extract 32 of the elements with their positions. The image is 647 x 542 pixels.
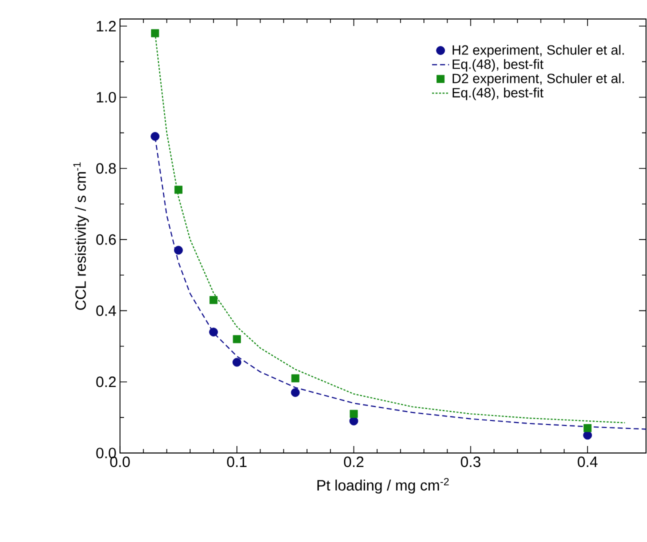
point [232,335,241,344]
y-axis-title: CCL resistivity / s cm$^{-1}$ [73,162,89,310]
point [583,430,592,440]
y-tick-label: 0.0 [96,448,116,458]
y-tick-label: 0.4 [96,305,116,316]
point [232,358,242,367]
point [174,186,182,194]
point [291,374,300,382]
legend-label: D2 experiment, Schuler et al. [452,73,624,86]
x-tick-label: 0.1 [227,456,247,468]
point [349,416,358,426]
legend-label: Eq.(48), best-fit [452,59,544,72]
x-tick-label: 0.3 [460,456,480,468]
point [350,410,358,418]
x-tick-label: 0.4 [578,456,598,468]
y-tick-label: 1.2 [96,20,116,32]
y-tick-label: 0.8 [96,163,116,174]
legend-label: Eq.(48), best-fit [452,88,544,100]
point [209,328,218,336]
x-tick-label: 0.0 [110,456,130,468]
point [584,424,592,432]
point [290,388,300,397]
point [210,296,218,304]
point [150,132,160,141]
x-tick-label: 0.2 [344,456,364,468]
y-tick-label: 0.6 [96,234,116,245]
y-tick-label: 1.0 [96,92,116,103]
point [174,246,183,255]
x-axis-title: Pt loading / mg cm$^{-2}$ [317,478,449,494]
y-tick-label: 0.2 [96,376,116,388]
legend-label: H2 experiment, Schuler et al. [452,44,624,58]
point [151,29,160,38]
